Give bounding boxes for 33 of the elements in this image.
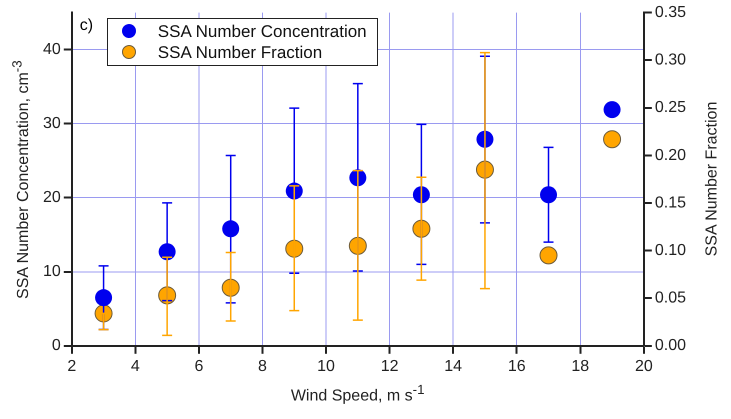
y2-tick-label: 0.35	[654, 4, 686, 22]
y-tick-label: 20	[43, 189, 61, 206]
x-tick-label: 14	[444, 358, 462, 375]
x-tick-label: 18	[571, 358, 590, 375]
y2-tick-label: 0.25	[654, 99, 686, 116]
x-tick-label: 10	[317, 358, 336, 375]
point	[540, 246, 558, 264]
point	[603, 130, 622, 148]
x-axis-title: Wind Speed, m s$^{-1}$	[290, 382, 425, 406]
y2-tick-label: 0.10	[654, 242, 686, 260]
y2-tick-label: 0.00	[654, 337, 686, 354]
y2-tick-label: 0.15	[654, 194, 686, 212]
point	[348, 236, 367, 255]
y2-tick-label: 0.20	[654, 146, 686, 164]
y2-tick-label: 0.05	[654, 290, 686, 307]
x-tick-label: 6	[194, 358, 204, 375]
x-tick-label: 20	[634, 358, 653, 375]
y2-axis-title: SSA Number Fraction	[702, 102, 721, 257]
y2-tick-label: 0.30	[654, 52, 686, 69]
point	[222, 278, 240, 297]
x-tick-label: 8	[258, 358, 268, 375]
x-tick-label: 4	[130, 358, 140, 375]
legend-label: SSA Number Fraction	[158, 42, 322, 63]
legend-label: SSA Number Concentration	[158, 20, 367, 42]
y-tick-label: 40	[43, 41, 61, 58]
y-tick-label: 0	[52, 337, 61, 354]
x-tick-label: 16	[508, 358, 526, 375]
x-tick-label: 2	[67, 358, 76, 375]
annotation: c)	[80, 16, 94, 35]
x-tick-label: 12	[380, 358, 399, 375]
y-tick-label: 30	[43, 115, 61, 132]
point	[604, 101, 621, 118]
y-tick-label: 10	[43, 263, 61, 280]
